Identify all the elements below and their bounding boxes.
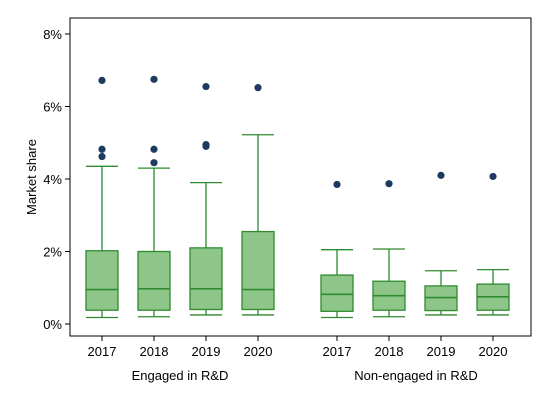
box-g0-2018 (137, 75, 171, 318)
iqr-box-g0-2020 (241, 230, 275, 311)
box-g0-2019 (189, 82, 223, 316)
outlier-g0-2019-1 (202, 140, 210, 149)
group-label-0: Engaged in R&D (132, 368, 229, 383)
outlier-g0-2019-2 (202, 82, 210, 91)
y-tick-label-4: 8% (43, 27, 62, 42)
x-tick-label-g0-2018: 2018 (140, 344, 169, 359)
x-tick-label-g0-2017: 2017 (88, 344, 117, 359)
outlier-g0-2018-2 (150, 75, 158, 83)
y-tick-label-2: 4% (43, 172, 62, 187)
outlier-g1-2018-0 (385, 180, 393, 188)
x-tick-label-g0-2019: 2019 (192, 344, 221, 359)
box-g0-2020 (241, 84, 275, 316)
x-axis: 2017 2018 2019 2020 Engaged in R&D 2017 2018 20… (88, 336, 508, 383)
outlier-g0-2020-0 (254, 84, 262, 92)
outlier-g0-2017-2 (98, 76, 106, 84)
x-tick-label-g1-2020: 2020 (479, 344, 508, 359)
y-tick-label-1: 2% (43, 245, 62, 260)
y-tick-label-3: 6% (43, 100, 62, 115)
outlier-g0-2017-1 (98, 145, 106, 153)
plot-frame (69, 17, 532, 337)
box-layer (85, 75, 510, 319)
outlier-g1-2017-0 (333, 180, 341, 189)
box-g1-2020 (476, 172, 510, 316)
x-tick-label-g0-2020: 2020 (244, 344, 273, 359)
outlier-g0-2018-1 (150, 145, 158, 153)
x-tick-label-g1-2018: 2018 (375, 344, 404, 359)
iqr-box-g0-2018 (137, 250, 171, 311)
outlier-g1-2019-0 (437, 171, 445, 179)
y-axis: 0% 2% 4% 6% 8% (43, 27, 70, 332)
y-axis-label: Market share (24, 139, 39, 215)
box-g0-2017 (85, 76, 119, 319)
outlier-g0-2018-0 (150, 159, 158, 167)
iqr-box-g0-2017 (85, 250, 119, 311)
iqr-box-g1-2017 (320, 274, 354, 312)
group-label-1: Non-engaged in R&D (354, 368, 478, 383)
iqr-box-g0-2019 (189, 247, 223, 311)
x-tick-label-g1-2019: 2019 (427, 344, 456, 359)
x-tick-label-g1-2017: 2017 (323, 344, 352, 359)
outlier-g1-2020-0 (489, 172, 497, 181)
box-g1-2019 (424, 171, 458, 316)
box-g1-2017 (320, 180, 354, 319)
box-g1-2018 (372, 180, 406, 318)
y-tick-label-0: 0% (43, 317, 62, 332)
outlier-g0-2017-0 (98, 152, 106, 161)
